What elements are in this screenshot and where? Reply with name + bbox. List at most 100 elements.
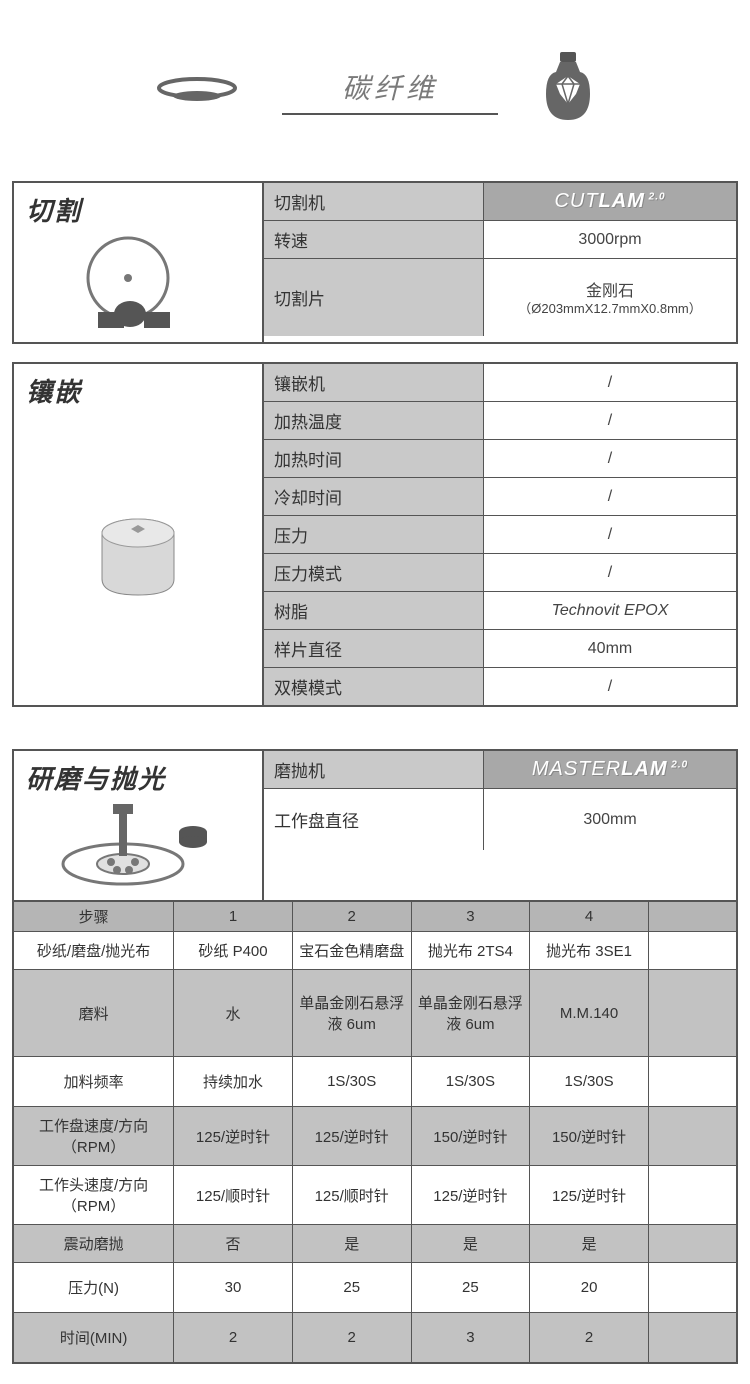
steps-cell: 25 [293,1263,412,1312]
steps-cell: 单晶金刚石悬浮液 6um [293,970,412,1056]
steps-row-label: 磨料 [14,970,174,1056]
steps-cell: 3 [412,1313,531,1362]
steps-row-label: 压力(N) [14,1263,174,1312]
steps-header-col [649,902,736,931]
cell-value: / [484,516,736,553]
steps-cell: 30 [174,1263,293,1312]
steps-cell [649,1225,736,1262]
steps-cell: 125/顺时针 [174,1166,293,1224]
steps-cell: 25 [412,1263,531,1312]
steps-cell: 单晶金刚石悬浮液 6um [412,970,531,1056]
cell-key: 加热时间 [264,440,484,477]
steps-cell: 125/逆时针 [530,1166,649,1224]
steps-cell: 是 [412,1225,531,1262]
mounting-row: 压力 / [264,516,736,554]
cell-value: 300mm [484,789,736,850]
steps-row: 磨料水单晶金刚石悬浮液 6um单晶金刚石悬浮液 6umM.M.140 [14,970,736,1057]
steps-header-col: 3 [412,902,531,931]
mounting-section: 镶嵌 镶嵌机 / 加热温度 / 加热时间 / 冷却时间 / 压力 / 压力模式 … [12,362,738,707]
steps-cell: 砂纸 P400 [174,932,293,969]
cell-key: 切割机 [264,183,484,220]
cutting-row: 切割机 CUTLAM 2.0 [264,183,736,221]
steps-row: 工作头速度/方向（RPM）125/顺时针125/顺时针125/逆时针125/逆时… [14,1166,736,1225]
steps-cell: 是 [530,1225,649,1262]
steps-cell: 是 [293,1225,412,1262]
steps-header-row: 步骤1234 [14,902,736,932]
cell-key: 镶嵌机 [264,364,484,401]
steps-row: 压力(N)30252520 [14,1263,736,1313]
steps-cell [649,1057,736,1106]
cell-key: 样片直径 [264,630,484,667]
mounting-rows: 镶嵌机 / 加热温度 / 加热时间 / 冷却时间 / 压力 / 压力模式 / 树… [264,364,736,705]
steps-row: 时间(MIN)2232 [14,1313,736,1362]
mounting-row: 镶嵌机 / [264,364,736,402]
steps-header-col: 1 [174,902,293,931]
cell-key: 加热温度 [264,402,484,439]
polishing-icon [53,802,223,892]
polishing-section: 研磨与抛光 磨抛机 MASTERLAM 2.0 工作盘直径 300mm [12,749,738,902]
cell-key: 切割片 [264,259,484,336]
steps-row: 加料频率持续加水1S/30S1S/30S1S/30S [14,1057,736,1107]
steps-row: 砂纸/磨盘/抛光布砂纸 P400宝石金色精磨盘抛光布 2TS4抛光布 3SE1 [14,932,736,970]
steps-row-label: 时间(MIN) [14,1313,174,1362]
cutting-rows: 切割机 CUTLAM 2.0 转速 3000rpm 切割片 金刚石（Ø203mm… [264,183,736,342]
steps-header-col: 2 [293,902,412,931]
cell-value: / [484,668,736,705]
mounting-icon [83,415,193,697]
steps-cell [649,1107,736,1165]
steps-row: 工作盘速度/方向（RPM）125/逆时针125/逆时针150/逆时针150/逆时… [14,1107,736,1166]
cell-value: / [484,402,736,439]
steps-row-label: 砂纸/磨盘/抛光布 [14,932,174,969]
cell-key: 压力模式 [264,554,484,591]
polishing-head-row: 磨抛机 MASTERLAM 2.0 [264,751,736,789]
steps-cell: 125/逆时针 [293,1107,412,1165]
cell-value-brand: MASTERLAM 2.0 [484,751,736,788]
polishing-head-row: 工作盘直径 300mm [264,789,736,850]
page-header: 碳纤维 [12,50,738,131]
steps-cell: 20 [530,1263,649,1312]
cutting-icon [78,234,198,334]
steps-cell: 抛光布 2TS4 [412,932,531,969]
steps-header-label: 步骤 [14,902,174,931]
steps-cell: 1S/30S [530,1057,649,1106]
cutting-section: 切割 切割机 CUTLAM 2.0 转速 3000rpm 切割片 金刚石（Ø20… [12,181,738,344]
cutting-left: 切割 [14,183,264,342]
steps-cell: 抛光布 3SE1 [530,932,649,969]
mounting-row: 压力模式 / [264,554,736,592]
cell-key: 冷却时间 [264,478,484,515]
steps-cell [649,932,736,969]
polishing-steps-table: 步骤1234 砂纸/磨盘/抛光布砂纸 P400宝石金色精磨盘抛光布 2TS4抛光… [12,902,738,1364]
cutting-row: 切割片 金刚石（Ø203mmX12.7mmX0.8mm） [264,259,736,336]
steps-cell: 150/逆时针 [412,1107,531,1165]
cell-value-brand: CUTLAM 2.0 [484,183,736,220]
steps-cell: 1S/30S [293,1057,412,1106]
mounting-row: 树脂 Technovit EPOX [264,592,736,630]
cell-value: 3000rpm [484,221,736,258]
disc-icon [152,68,242,113]
page-title: 碳纤维 [282,67,498,115]
steps-row: 震动磨抛否是是是 [14,1225,736,1263]
cell-value: Technovit EPOX [484,592,736,629]
cutting-label: 切割 [26,191,82,228]
steps-cell: 否 [174,1225,293,1262]
mounting-left: 镶嵌 [14,364,264,705]
cell-key: 工作盘直径 [264,789,484,850]
steps-row-label: 工作头速度/方向（RPM） [14,1166,174,1224]
cell-key: 压力 [264,516,484,553]
steps-row-label: 工作盘速度/方向（RPM） [14,1107,174,1165]
cell-key: 磨抛机 [264,751,484,788]
cell-value: 40mm [484,630,736,667]
cell-value: / [484,440,736,477]
mounting-row: 加热时间 / [264,440,736,478]
polishing-head-rows: 磨抛机 MASTERLAM 2.0 工作盘直径 300mm [264,751,736,900]
steps-cell: 125/逆时针 [174,1107,293,1165]
steps-header-col: 4 [530,902,649,931]
bottle-diamond-icon [538,50,598,131]
steps-cell: 150/逆时针 [530,1107,649,1165]
mounting-row: 冷却时间 / [264,478,736,516]
steps-cell [649,1313,736,1362]
steps-row-label: 加料频率 [14,1057,174,1106]
cell-key: 转速 [264,221,484,258]
cell-value: / [484,554,736,591]
cutting-row: 转速 3000rpm [264,221,736,259]
